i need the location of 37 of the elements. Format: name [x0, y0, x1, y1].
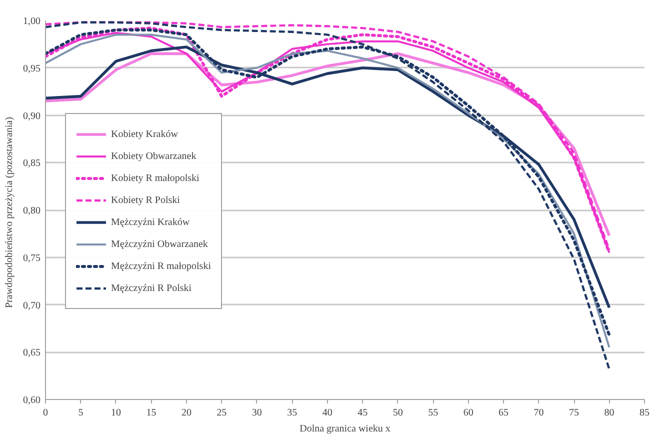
legend-label: Kobiety Obwarzanek: [111, 150, 196, 163]
y-tick-label: 0,60: [23, 395, 40, 406]
x-tick-label: 65: [498, 408, 509, 418]
legend-label: Kobiety Kraków: [111, 128, 178, 141]
x-tick-label: 15: [146, 408, 156, 418]
legend-label: Mężczyźni Obwarzanek: [111, 238, 208, 251]
x-tick-label: 35: [287, 408, 298, 418]
y-tick-label: 0,90: [23, 110, 40, 122]
y-axis-title: Prawdopodobieństwo przeżycia (pozostawania): [4, 116, 15, 308]
y-tick-label: 0,75: [23, 252, 40, 264]
x-tick-label: 80: [604, 408, 614, 418]
y-tick-label: 1,00: [23, 16, 40, 27]
y-tick-label: 0,95: [23, 63, 40, 74]
x-axis-title: Dolna granica wieku x: [300, 424, 390, 434]
x-tick-label: 85: [640, 408, 650, 418]
y-tick-label: 0,85: [23, 158, 40, 170]
x-tick-label: 70: [534, 408, 544, 418]
legend-label: Mężczyźni Kraków: [111, 216, 190, 229]
legend-label: Kobiety R Polski: [111, 194, 180, 207]
x-tick-label: 40: [322, 408, 332, 418]
x-tick-label: 0: [43, 408, 48, 418]
x-tick-label: 55: [428, 408, 438, 418]
x-tick-label: 30: [252, 408, 262, 418]
x-tick-label: 45: [358, 408, 368, 418]
x-tick-label: 10: [110, 408, 121, 418]
legend-label: Kobiety R małopolski: [111, 172, 200, 185]
y-tick-label: 0,70: [23, 300, 40, 312]
y-tick-label: 0,65: [23, 348, 40, 359]
x-tick-label: 75: [569, 408, 580, 418]
legend-label: Mężczyźni R małopolski: [111, 260, 211, 273]
x-tick-label: 50: [392, 408, 403, 418]
y-tick-label: 0,80: [23, 206, 40, 216]
x-tick-label: 20: [181, 408, 192, 418]
x-tick-label: 60: [463, 408, 474, 418]
legend-label: Mężczyźni R Polski: [111, 282, 192, 295]
x-tick-label: 5: [78, 408, 84, 418]
x-tick-label: 25: [216, 408, 227, 418]
